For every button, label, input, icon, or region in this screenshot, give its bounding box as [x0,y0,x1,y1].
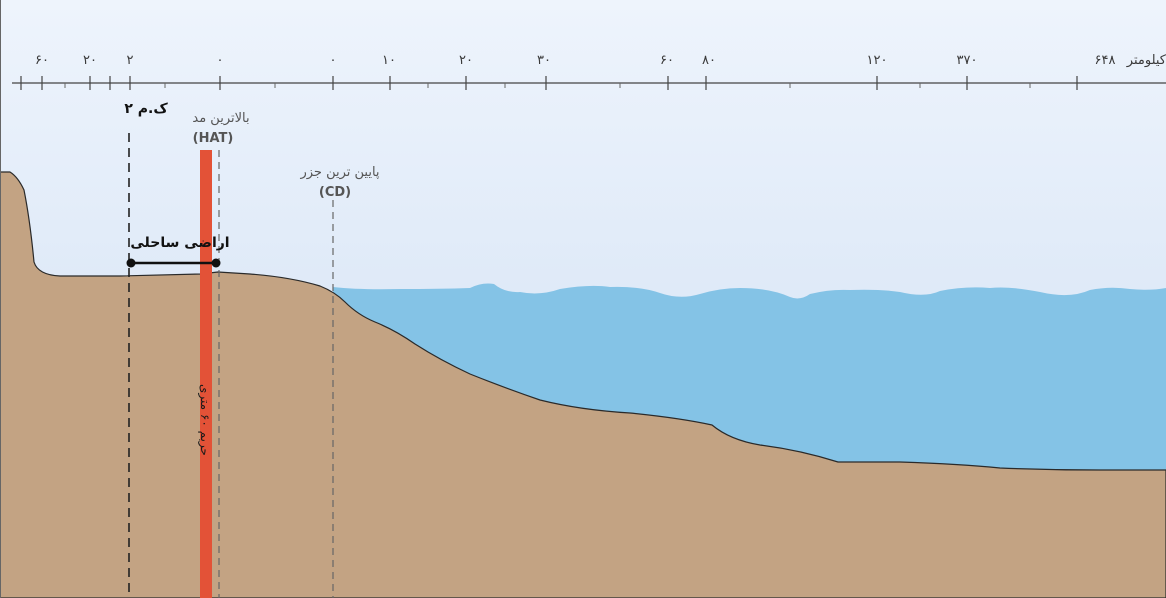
scale-tick-label: ۶۴۸ [1095,53,1116,68]
coastal-land-start-dot [126,258,136,268]
coastal-land-end-dot [211,258,221,268]
coastal-land-bracket [126,258,221,268]
scale-tick-label: ۲۰ [459,53,473,68]
land-terrain [0,171,1166,598]
scale-tick-label: ۳۰ [537,53,551,68]
scale-tick-label: ۶۰ [660,53,674,68]
scale-tick-label: ۶۰ [35,53,49,68]
cd-code: (CD) [319,185,351,200]
buffer-zone-label: حریم ۶۰ متری [197,384,212,456]
scale-tick-label: ۲ [127,53,134,68]
scale-tick-label: ۳۷۰ [957,53,978,68]
scale-tick-label: ۰ [217,53,224,68]
distance-scale: ۶۴۸ ۳۷۰ ۱۲۰ ۸۰ ۶۰ ۳۰ ۲۰ ۱۰ ۰ ۰ ۲ ۲۰ ۶۰ کیلومتر [12,53,1166,90]
nm-label: ۲ ک.م [124,101,168,117]
cd-title: پایین ترین جزر [299,165,379,180]
scale-tick-labels: ۶۴۸ ۳۷۰ ۱۲۰ ۸۰ ۶۰ ۳۰ ۲۰ ۱۰ ۰ ۰ ۲ ۲۰ ۶۰ [35,53,1115,68]
scale-tick-label: ۱۲۰ [867,53,888,68]
scale-tick-marks [20,76,1078,90]
scale-tick-label: ۰ [330,53,337,68]
hat-code: (HAT) [193,131,234,146]
scale-tick-label: ۲۰ [83,53,97,68]
scale-unit-label: کیلومتر [1126,53,1166,68]
scale-tick-label: ۸۰ [702,53,716,68]
buffer-zone-bar [200,150,212,598]
scale-tick-label: ۱۰ [382,53,396,68]
hat-title: بالاترین مد [192,111,249,126]
coastal-land-label: اراضی ساحلی [130,235,229,251]
